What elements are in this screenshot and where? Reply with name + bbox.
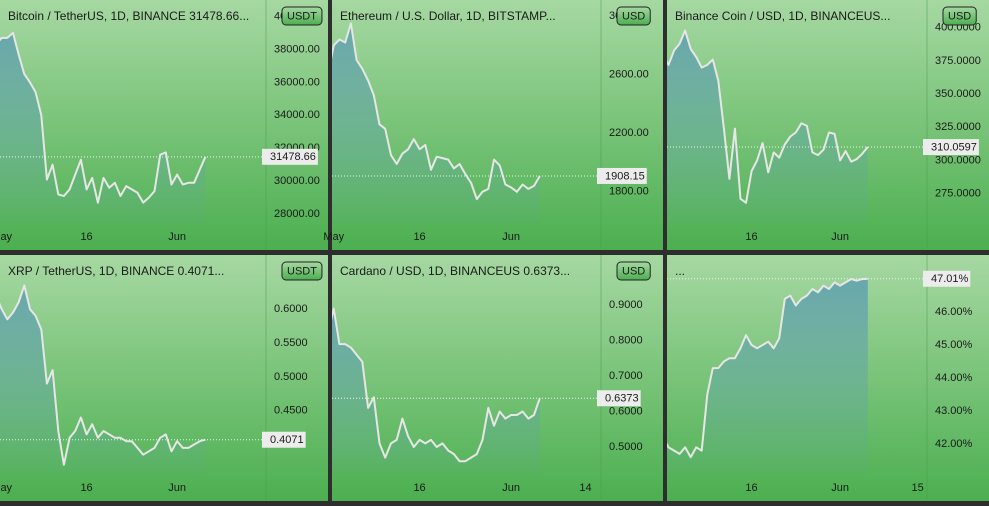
chart-panel: 1800.002200.002600.003000.00May16Jun1908… xyxy=(323,0,663,250)
x-tick-label: 16 xyxy=(745,231,757,243)
currency-label: USD xyxy=(622,10,645,22)
x-tick-label: 16 xyxy=(745,482,757,494)
area-fill xyxy=(332,308,540,475)
last-price-label: 0.4071 xyxy=(270,434,304,446)
chart-panel: 0.5000 0.6000 0.7000 0.8000 0.9000 16 Jun 14 0.6… xyxy=(332,255,663,501)
plot-area xyxy=(332,22,601,224)
x-tick-label: Jun xyxy=(502,231,520,243)
currency-label: USDT xyxy=(287,10,317,22)
y-tick-label: 0.6000 xyxy=(609,405,643,417)
price-line xyxy=(332,307,541,463)
last-price-label: 0.6373 xyxy=(605,393,639,405)
y-tick-label: 44.00% xyxy=(935,372,973,384)
y-tick-label: 2600.00 xyxy=(609,69,649,81)
y-tick-label: 375.0000 xyxy=(935,55,981,67)
plot-area xyxy=(0,31,266,224)
y-tick-label: 28000.00 xyxy=(274,208,320,220)
area-fill xyxy=(0,32,206,224)
y-tick-label: 0.5000 xyxy=(274,371,308,383)
area-fill xyxy=(332,23,540,224)
x-tick-label: 16 xyxy=(413,231,425,243)
plot-area xyxy=(667,277,927,475)
y-tick-label: 0.8000 xyxy=(609,334,643,346)
y-tick-label: 300.0000 xyxy=(935,154,981,166)
y-tick-label: 0.4500 xyxy=(274,405,308,417)
y-tick-label: 2200.00 xyxy=(609,127,649,139)
x-tick-label: May xyxy=(0,231,13,243)
x-tick-label: Jun xyxy=(502,482,520,494)
last-price-label: 31478.66 xyxy=(270,151,316,163)
chart-title: Cardano / USD, 1D, BINANCEUS 0.6373... xyxy=(340,264,570,278)
y-tick-label: 0.6000 xyxy=(274,303,308,315)
chart-panel: 0.4500 0.5000 0.5500 0.6000 May 16 Jun 0.4071 XR… xyxy=(0,255,328,501)
price-line xyxy=(667,29,869,204)
currency-label: USD xyxy=(622,265,645,277)
last-price-label: 310.0597 xyxy=(931,141,977,153)
currency-badge xyxy=(616,6,651,26)
x-tick-label: 15 xyxy=(911,482,923,494)
plot-area xyxy=(0,284,266,475)
y-tick-label: 275.0000 xyxy=(935,187,981,199)
chart-title: Bitcoin / TetherUS, 1D, BINANCE 31478.66… xyxy=(8,9,249,23)
chart-title: Binance Coin / USD, 1D, BINANCEUS... xyxy=(675,9,890,23)
price-line xyxy=(0,31,207,204)
y-tick-label: 36000.00 xyxy=(274,76,320,88)
x-tick-label: Jun xyxy=(168,231,186,243)
plot-area xyxy=(332,307,601,475)
y-tick-label: 350.0000 xyxy=(935,88,981,100)
last-price-label: 47.01% xyxy=(931,273,969,285)
y-tick-label: 34000.00 xyxy=(274,109,320,121)
x-tick-label: 16 xyxy=(413,482,425,494)
y-tick-label: 30000.00 xyxy=(274,175,320,187)
chart-panel: 42.00% 43.00% 44.00% 45.00% 46.00% 16 Jun 15 47.… xyxy=(667,255,989,501)
x-tick-label: May xyxy=(323,231,344,243)
y-tick-label: 0.9000 xyxy=(609,299,643,311)
x-tick-label: Jun xyxy=(831,231,849,243)
last-price-badge xyxy=(262,431,306,448)
chart-title: ... xyxy=(675,264,685,278)
x-tick-label: 16 xyxy=(80,231,92,243)
x-tick-label: 14 xyxy=(579,482,591,494)
last-price-label: 1908.15 xyxy=(605,170,645,182)
chart-title: XRP / TetherUS, 1D, BINANCE 0.4071... xyxy=(8,264,224,278)
y-tick-label: 46.00% xyxy=(935,306,973,318)
last-price-badge xyxy=(923,139,979,156)
x-tick-label: Jun xyxy=(831,482,849,494)
last-price-badge xyxy=(597,167,647,184)
y-tick-label: 38000.00 xyxy=(274,43,320,55)
price-line xyxy=(0,284,206,466)
y-tick-label: 1800.00 xyxy=(609,186,649,198)
currency-label: USD xyxy=(948,10,971,22)
chart-panel: 28000.0030000.0032000.0034000.0036000.00… xyxy=(0,0,328,250)
chart-title: Ethereum / U.S. Dollar, 1D, BITSTAMP... xyxy=(340,9,556,23)
currency-badge xyxy=(616,261,651,281)
price-line xyxy=(667,277,868,459)
area-fill xyxy=(667,278,868,475)
plot-area xyxy=(667,29,927,224)
last-price-badge xyxy=(262,148,318,165)
y-tick-label: 42.00% xyxy=(935,438,973,450)
x-tick-label: Jun xyxy=(168,482,186,494)
currency-badge xyxy=(281,261,323,281)
last-price-badge xyxy=(923,270,971,287)
last-price-badge xyxy=(597,390,641,407)
price-line xyxy=(332,22,541,201)
x-tick-label: 16 xyxy=(80,482,92,494)
y-tick-label: 45.00% xyxy=(935,339,973,351)
x-tick-label: May xyxy=(0,482,13,494)
y-tick-label: 43.00% xyxy=(935,405,973,417)
chart-panel: 275.0000 300.0000 325.0000 350.0000 375.0000… xyxy=(667,0,989,250)
currency-label: USDT xyxy=(287,265,317,277)
area-fill xyxy=(0,285,206,475)
currency-badge xyxy=(942,6,977,26)
y-tick-label: 0.5000 xyxy=(609,441,643,453)
y-tick-label: 0.5500 xyxy=(274,337,308,349)
y-tick-label: 325.0000 xyxy=(935,121,981,133)
currency-badge xyxy=(281,6,323,26)
y-tick-label: 0.7000 xyxy=(609,370,643,382)
